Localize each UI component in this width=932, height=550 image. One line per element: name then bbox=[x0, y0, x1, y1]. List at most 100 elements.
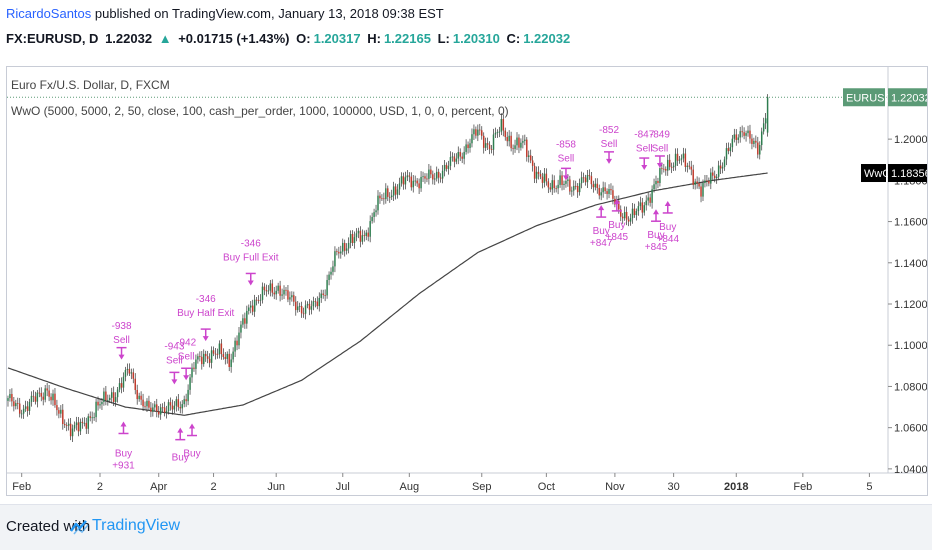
candle-body bbox=[426, 178, 428, 180]
candle-body bbox=[490, 149, 493, 150]
signal-down-arrow-icon bbox=[562, 175, 569, 181]
signal-action: Buy bbox=[115, 449, 132, 460]
candle-body bbox=[764, 118, 767, 124]
candle-body bbox=[504, 130, 506, 138]
candle-body bbox=[77, 422, 80, 432]
time-tick-label: Feb bbox=[793, 481, 812, 493]
trade-signal[interactable]: Buy+844 bbox=[656, 200, 679, 245]
candle-body bbox=[600, 192, 602, 196]
trade-signal[interactable]: Buy+847 bbox=[590, 205, 613, 249]
chart-frame[interactable]: -938 Sell Buy +931 -943 Sell -942 Sell Buy Buy -34… bbox=[6, 66, 928, 496]
trade-signal[interactable]: -938 Sell bbox=[112, 321, 132, 360]
candle-body bbox=[682, 153, 685, 159]
candle-body bbox=[208, 358, 211, 363]
trade-signal[interactable]: -943 Sell bbox=[164, 342, 185, 385]
candle-body bbox=[177, 399, 180, 408]
time-tick-label: Jul bbox=[336, 481, 350, 493]
candle-body bbox=[285, 289, 287, 291]
candle-body bbox=[749, 130, 751, 139]
candle-body bbox=[537, 171, 540, 174]
trade-signal[interactable]: Buy+845 bbox=[645, 209, 668, 253]
candle-body bbox=[13, 401, 15, 407]
candle-body bbox=[175, 399, 178, 406]
trade-signal[interactable]: -346 Buy Full Exit bbox=[223, 238, 279, 286]
candle-body bbox=[65, 425, 68, 426]
candle-body bbox=[592, 184, 595, 188]
trade-signal[interactable]: Buy+931 bbox=[112, 421, 135, 472]
candle-body bbox=[665, 168, 667, 171]
candle-body bbox=[733, 134, 736, 139]
candle-body bbox=[273, 292, 275, 295]
candle-body bbox=[708, 180, 710, 184]
candle-body bbox=[357, 230, 360, 234]
candle-body bbox=[73, 425, 76, 429]
candle-body bbox=[680, 158, 683, 160]
candle-body bbox=[369, 221, 371, 237]
trade-signal[interactable]: Buy bbox=[172, 427, 189, 464]
candle-body bbox=[414, 180, 416, 182]
trade-signal[interactable]: -852 Sell bbox=[599, 125, 619, 164]
last-price: 1.22032 bbox=[105, 31, 153, 46]
tradingview-brand[interactable]: TradingView bbox=[92, 517, 181, 534]
candle-body bbox=[105, 391, 107, 401]
trade-signal[interactable]: Buy bbox=[183, 423, 201, 460]
candle-body bbox=[242, 318, 244, 325]
candle-body bbox=[621, 216, 624, 219]
candle-body bbox=[747, 130, 749, 134]
trade-signal[interactable]: -847 Sell bbox=[634, 129, 655, 171]
candle-body bbox=[449, 157, 452, 166]
candle-body bbox=[179, 407, 182, 409]
candle-body bbox=[261, 286, 264, 300]
signal-value: -847 bbox=[634, 129, 654, 140]
candle-body bbox=[18, 403, 21, 414]
signal-action: Sell bbox=[113, 335, 130, 346]
candle-body bbox=[753, 140, 755, 144]
candle-body bbox=[328, 274, 330, 281]
candle-body bbox=[199, 356, 201, 357]
candle-body bbox=[195, 359, 197, 369]
candle-body bbox=[249, 305, 252, 308]
candle-body bbox=[635, 211, 638, 216]
candle-body bbox=[279, 285, 281, 296]
candle-body bbox=[146, 400, 148, 407]
candle-body bbox=[553, 180, 555, 189]
trade-signal[interactable]: -858 Sell bbox=[556, 140, 576, 181]
candle-body bbox=[465, 144, 467, 152]
footer: Created with TradingView bbox=[0, 504, 932, 550]
trade-signal[interactable]: -849 Sell bbox=[650, 129, 670, 168]
candle-body bbox=[263, 286, 266, 291]
candle-body bbox=[735, 134, 738, 140]
candle-body bbox=[578, 183, 581, 193]
time-tick-label: 5 bbox=[866, 481, 872, 493]
price-tick-label: 1.10000 bbox=[894, 340, 927, 352]
price-chart[interactable]: -938SellBuy+931-943Sell-942SellBuyBuy-34… bbox=[7, 67, 927, 495]
candle-body bbox=[739, 131, 741, 138]
candle-body bbox=[482, 135, 485, 148]
candle-body bbox=[355, 233, 358, 238]
candle-body bbox=[512, 148, 514, 149]
candle-body bbox=[598, 188, 600, 196]
candle-body bbox=[277, 285, 279, 291]
signal-up-arrow-icon bbox=[613, 198, 620, 204]
candle-body bbox=[637, 206, 640, 212]
candle-body bbox=[140, 395, 142, 400]
trade-signal[interactable]: -942 Sell bbox=[176, 337, 197, 381]
candle-body bbox=[672, 165, 675, 168]
candle-body bbox=[526, 139, 528, 157]
candle-body bbox=[641, 202, 644, 213]
candle-body bbox=[432, 174, 434, 180]
candle-body bbox=[40, 392, 43, 397]
indicator-label[interactable]: WwO (5000, 5000, 2, 50, close, 100, cash… bbox=[11, 104, 509, 118]
published-text: published on TradingView.com, January 13… bbox=[94, 6, 444, 21]
candle-body bbox=[547, 181, 550, 188]
candle-body bbox=[655, 180, 657, 185]
symbol-label[interactable]: FX:EURUSD, D bbox=[6, 31, 99, 46]
trade-signal[interactable]: Buy+845 bbox=[606, 198, 629, 243]
candle-body bbox=[91, 417, 93, 419]
candle-body bbox=[152, 407, 154, 412]
author-link[interactable]: RicardoSantos bbox=[6, 6, 92, 21]
trade-signal[interactable]: -346 Buy Half Exit bbox=[177, 294, 235, 342]
candle-body bbox=[659, 168, 661, 183]
signal-up-arrow-icon bbox=[664, 200, 671, 206]
low-label: L: bbox=[437, 31, 450, 46]
